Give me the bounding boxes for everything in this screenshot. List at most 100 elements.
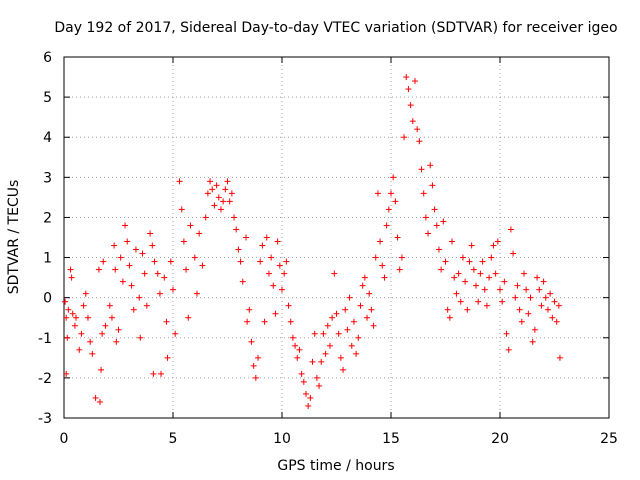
data-point xyxy=(322,350,329,357)
data-point xyxy=(444,306,451,313)
data-point xyxy=(453,290,460,297)
data-point xyxy=(510,250,517,257)
x-tick-label: 10 xyxy=(273,431,291,447)
data-point xyxy=(538,302,545,309)
data-point xyxy=(355,334,362,341)
data-point xyxy=(147,230,154,237)
data-point xyxy=(501,278,508,285)
data-point xyxy=(374,190,381,197)
data-point xyxy=(102,322,109,329)
data-point xyxy=(411,78,418,85)
data-point xyxy=(87,338,94,345)
data-point xyxy=(466,258,473,265)
data-point xyxy=(394,234,401,241)
data-point xyxy=(555,302,562,309)
data-point xyxy=(483,302,490,309)
data-point xyxy=(346,294,353,301)
data-point xyxy=(520,270,527,277)
data-point xyxy=(377,238,384,245)
data-point xyxy=(248,338,255,345)
data-point xyxy=(115,326,122,333)
data-point xyxy=(139,250,146,257)
data-point xyxy=(167,258,174,265)
data-point xyxy=(329,314,336,321)
data-point xyxy=(300,378,307,385)
data-point xyxy=(64,334,71,341)
y-tick-label: 6 xyxy=(43,50,52,66)
data-point xyxy=(199,262,206,269)
data-point xyxy=(92,394,99,401)
data-point xyxy=(381,274,388,281)
data-point xyxy=(113,338,120,345)
data-point xyxy=(556,354,563,361)
data-point xyxy=(431,206,438,213)
x-tick-labels: 0 5 10 15 20 25 xyxy=(60,431,618,447)
data-point xyxy=(237,258,244,265)
data-point xyxy=(185,314,192,321)
data-point xyxy=(193,290,200,297)
y-tick-label: 2 xyxy=(43,210,52,226)
data-point xyxy=(246,306,253,313)
data-point xyxy=(503,330,510,337)
data-point xyxy=(274,238,281,245)
data-point xyxy=(435,246,442,253)
data-point xyxy=(252,374,259,381)
data-point xyxy=(449,238,456,245)
data-points xyxy=(62,74,563,409)
data-point xyxy=(429,182,436,189)
data-point xyxy=(119,278,126,285)
data-point xyxy=(383,222,390,229)
x-tick-label: 25 xyxy=(600,431,618,447)
data-point xyxy=(479,258,486,265)
data-point xyxy=(89,350,96,357)
data-point xyxy=(149,242,156,249)
data-point xyxy=(63,314,70,321)
data-point xyxy=(348,342,355,349)
data-point xyxy=(63,370,70,377)
data-point xyxy=(196,230,203,237)
data-point xyxy=(440,218,447,225)
data-point xyxy=(549,314,556,321)
data-point xyxy=(289,334,296,341)
data-point xyxy=(106,302,113,309)
data-point xyxy=(124,238,131,245)
data-point xyxy=(207,178,214,185)
data-point xyxy=(313,374,320,381)
data-point xyxy=(420,190,427,197)
data-point xyxy=(285,302,292,309)
data-point xyxy=(464,306,471,313)
data-point xyxy=(442,258,449,265)
data-point xyxy=(425,230,432,237)
data-point xyxy=(446,314,453,321)
data-point xyxy=(350,318,357,325)
data-point xyxy=(279,286,285,293)
data-point xyxy=(396,266,403,273)
data-point xyxy=(337,354,344,361)
data-point xyxy=(122,222,129,229)
x-tick-label: 15 xyxy=(382,431,400,447)
data-point xyxy=(65,306,72,313)
data-point xyxy=(281,270,288,277)
data-point xyxy=(255,354,262,361)
data-point xyxy=(401,134,408,141)
data-point xyxy=(72,314,79,321)
data-point xyxy=(178,206,185,213)
data-point xyxy=(359,282,366,289)
data-point xyxy=(488,254,495,261)
data-point xyxy=(143,302,150,309)
y-tick-label: 3 xyxy=(43,170,52,186)
data-point xyxy=(540,278,547,285)
data-point xyxy=(108,314,115,321)
data-point xyxy=(213,182,220,189)
data-point xyxy=(547,290,554,297)
data-point xyxy=(527,294,534,301)
data-point xyxy=(268,254,275,261)
data-point xyxy=(331,270,338,277)
data-point xyxy=(298,370,305,377)
data-point xyxy=(215,194,222,201)
data-point xyxy=(82,290,89,297)
data-point xyxy=(137,334,144,341)
data-point xyxy=(357,302,364,309)
data-point xyxy=(112,266,119,273)
data-point xyxy=(438,266,445,273)
